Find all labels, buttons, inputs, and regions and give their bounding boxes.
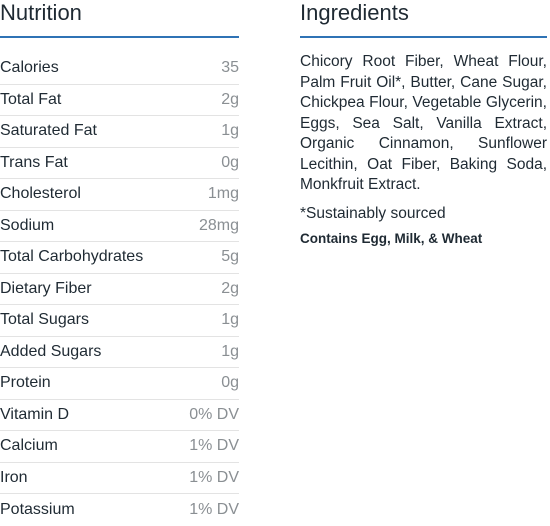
nutrition-heading: Nutrition [0,0,82,25]
nutrition-row: Cholesterol 1mg [0,179,239,211]
nutrient-value: 1% DV [189,468,239,486]
nutrient-name: Saturated Fat [0,122,97,140]
nutrient-name: Trans Fat [0,153,68,171]
nutrient-value: 1mg [207,185,239,203]
nutrient-value: 2g [221,279,239,297]
nutrient-name: Sodium [0,216,55,234]
allergen-statement: Contains Egg, Milk, & Wheat [300,230,483,246]
nutrition-row: Protein 0g [0,368,239,400]
nutrient-value: 5g [221,248,239,266]
nutrition-row: Trans Fat 0g [0,148,239,179]
nutrient-value: 1% DV [189,437,239,455]
nutrition-row: Potassium 1% DV [0,494,239,526]
nutrient-name: Potassium [0,500,75,518]
nutrient-value: 0g [221,374,239,392]
nutrient-name: Iron [0,468,28,486]
ingredients-heading: Ingredients [300,0,409,25]
nutrition-row: Total Carbohydrates 5g [0,242,239,274]
nutrient-value: 0g [221,153,239,171]
nutrition-row: Calories 35 [0,53,239,85]
nutrient-name: Dietary Fiber [0,279,92,297]
nutrient-value: 0% DV [189,405,239,423]
nutrition-row: Total Fat 2g [0,85,239,116]
nutrient-name: Calcium [0,437,58,455]
nutrition-row: Total Sugars 1g [0,305,239,337]
nutrient-value: 1% DV [189,500,239,518]
nutrition-row: Added Sugars 1g [0,337,239,368]
ingredients-panel: Ingredients Chicory Root Fiber, Wheat Fl… [300,0,547,248]
nutrient-name: Total Carbohydrates [0,248,144,266]
nutrient-name: Total Sugars [0,311,89,329]
nutrition-row: Sodium 28mg [0,211,239,242]
nutrient-value: 35 [221,59,239,77]
nutrient-name: Vitamin D [0,405,70,423]
nutrition-panel: Nutrition Calories 35 Total Fat 2g Saturated… [0,0,239,526]
sustainability-footnote: *Sustainably sourced [300,204,446,222]
nutrition-row: Saturated Fat 1g [0,116,239,148]
nutrient-name: Cholesterol [0,185,81,203]
nutrient-value: 1g [221,342,239,360]
nutrition-row: Iron 1% DV [0,463,239,494]
nutrient-name: Calories [0,59,59,77]
nutrient-name: Added Sugars [0,342,102,360]
nutrition-row: Dietary Fiber 2g [0,274,239,305]
nutrition-row: Vitamin D 0% DV [0,400,239,431]
nutrient-value: 1g [221,311,239,329]
nutrient-value: 2g [221,90,239,108]
ingredients-heading-rule [300,36,547,38]
nutrition-heading-rule [0,36,239,38]
ingredients-list: Chicory Root Fiber, Wheat Flour, Palm Fr… [300,53,547,193]
nutrient-name: Total Fat [0,90,62,108]
nutrient-name: Protein [0,374,51,392]
nutrient-value: 1g [221,122,239,140]
nutrient-value: 28mg [198,216,239,234]
nutrition-row: Calcium 1% DV [0,431,239,463]
nutrition-table: Calories 35 Total Fat 2g Saturated Fat 1g Tran… [0,53,239,526]
